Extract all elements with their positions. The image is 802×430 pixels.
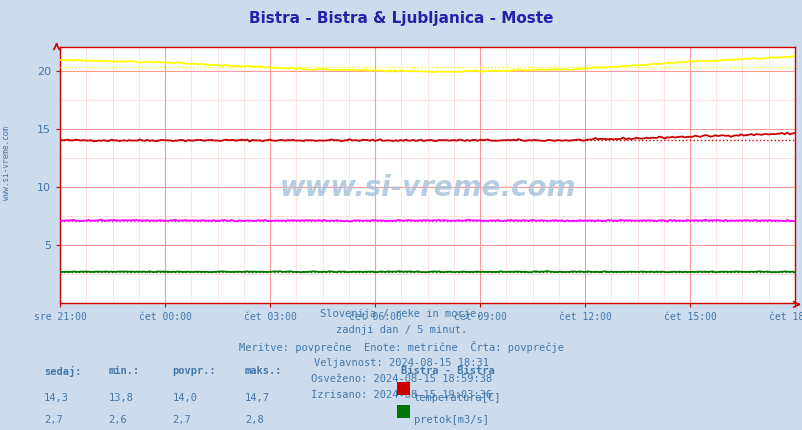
Text: 13,8: 13,8 (108, 393, 133, 403)
Text: temperatura[C]: temperatura[C] (413, 393, 500, 403)
Text: www.si-vreme.com: www.si-vreme.com (279, 174, 575, 202)
Text: Meritve: povprečne  Enote: metrične  Črta: povprečje: Meritve: povprečne Enote: metrične Črta:… (239, 341, 563, 353)
Text: pretok[m3/s]: pretok[m3/s] (413, 415, 488, 425)
Text: 14,7: 14,7 (245, 393, 269, 403)
Text: 14,3: 14,3 (44, 393, 69, 403)
Text: Bistra - Bistra & Ljubljanica - Moste: Bistra - Bistra & Ljubljanica - Moste (249, 11, 553, 26)
Text: 2,7: 2,7 (172, 415, 191, 425)
Text: Izrisano: 2024-08-15 19:03:36: Izrisano: 2024-08-15 19:03:36 (310, 390, 492, 400)
Text: sedaj:: sedaj: (44, 366, 82, 378)
Text: Veljavnost: 2024-08-15 18:31: Veljavnost: 2024-08-15 18:31 (314, 358, 488, 368)
Text: Osveženo: 2024-08-15 18:59:38: Osveženo: 2024-08-15 18:59:38 (310, 374, 492, 384)
Text: 14,0: 14,0 (172, 393, 197, 403)
Text: Bistra - Bistra: Bistra - Bistra (401, 366, 495, 376)
Text: zadnji dan / 5 minut.: zadnji dan / 5 minut. (335, 325, 467, 335)
Text: www.si-vreme.com: www.si-vreme.com (2, 126, 11, 200)
Text: povpr.:: povpr.: (172, 366, 216, 376)
Text: maks.:: maks.: (245, 366, 282, 376)
Text: Slovenija / reke in morje.: Slovenija / reke in morje. (320, 309, 482, 319)
Text: 2,6: 2,6 (108, 415, 127, 425)
Text: 2,8: 2,8 (245, 415, 263, 425)
Text: min.:: min.: (108, 366, 140, 376)
Text: 2,7: 2,7 (44, 415, 63, 425)
